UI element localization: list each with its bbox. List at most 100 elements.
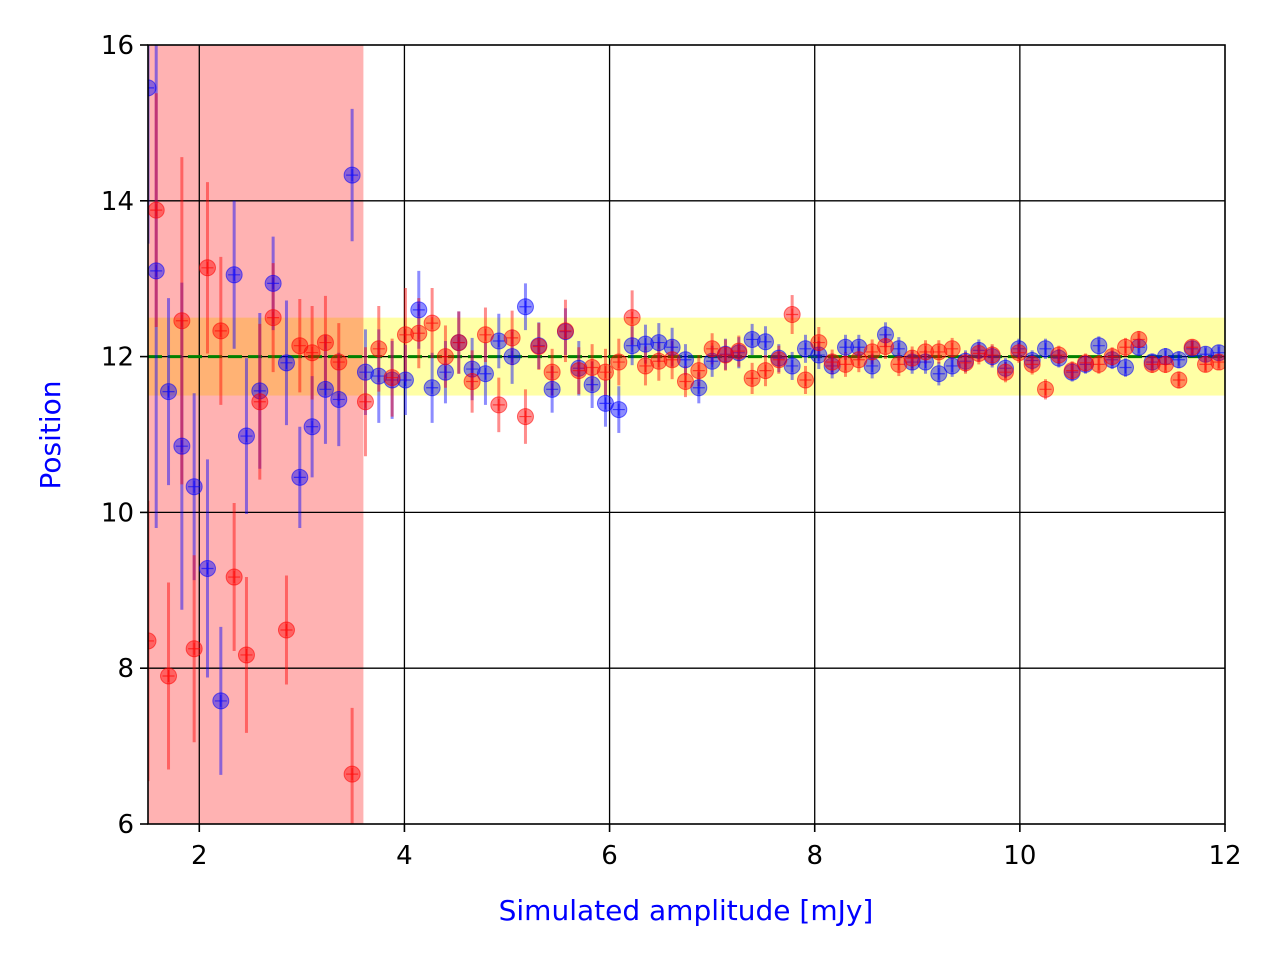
point-cross-red-24 [452,336,465,349]
point-cross-blue-38 [639,338,652,351]
point-cross-blue-14 [319,383,332,396]
point-cross-red-18 [372,342,385,355]
point-cross-red-38 [639,359,652,372]
y-tick-label-12: 12 [101,343,134,373]
point-cross-blue-4 [188,480,201,493]
point-cross-blue-16 [346,169,359,182]
point-cross-red-11 [280,624,293,637]
point-cross-red-30 [532,340,545,353]
y-tick-label-10: 10 [101,498,134,528]
point-cross-red-59 [919,345,932,358]
point-cross-red-27 [492,398,505,411]
point-cross-red-12 [293,339,306,352]
point-cross-red-76 [1146,358,1159,371]
point-cross-red-67 [1026,358,1039,371]
point-cross-blue-15 [332,393,345,406]
point-cross-red-53 [839,358,852,371]
point-cross-red-36 [612,356,625,369]
point-cross-red-6 [214,324,227,337]
point-cross-red-25 [466,375,479,388]
point-cross-red-79 [1186,341,1199,354]
point-cross-red-15 [332,356,345,369]
point-cross-red-62 [959,356,972,369]
point-cross-blue-11 [280,356,293,369]
point-cross-blue-61 [946,359,959,372]
point-cross-blue-47 [759,335,772,348]
point-cross-blue-17 [359,366,372,379]
point-cross-red-77 [1159,358,1172,371]
point-cross-blue-21 [412,303,425,316]
point-cross-red-32 [559,324,572,337]
point-cross-blue-18 [372,370,385,383]
point-cross-blue-10 [267,277,280,290]
point-cross-red-10 [267,311,280,324]
point-cross-blue-80 [1199,348,1212,361]
x-tick-label-10: 10 [1003,841,1036,871]
point-cross-red-69 [1052,349,1065,362]
point-cross-red-72 [1092,358,1105,371]
point-cross-red-73 [1106,350,1119,363]
point-cross-red-1 [150,204,163,217]
y-axis-label: Position [34,380,67,489]
point-cross-red-70 [1066,364,1079,377]
point-cross-red-16 [346,768,359,781]
point-cross-blue-39 [652,336,665,349]
point-cross-red-47 [759,364,772,377]
point-cross-red-14 [319,336,332,349]
x-tick-label-8: 8 [806,841,823,871]
y-axis-ticks: 6 8 10 12 14 16 [101,31,148,840]
point-cross-red-58 [906,352,919,365]
point-cross-red-4 [188,642,201,655]
point-cross-blue-35 [599,397,612,410]
point-cross-red-29 [519,410,532,423]
point-cross-red-49 [786,308,799,321]
point-cross-red-26 [479,328,492,341]
point-cross-red-66 [1012,346,1025,359]
point-cross-red-55 [866,345,879,358]
point-cross-red-13 [306,346,319,359]
point-cross-red-33 [572,364,585,377]
x-tick-label-2: 2 [191,841,208,871]
grid-lines [148,45,1225,824]
point-cross-blue-36 [612,403,625,416]
point-cross-blue-5 [201,562,214,575]
point-cross-red-2 [162,669,175,682]
point-cross-blue-28 [506,350,519,363]
point-cross-red-54 [852,353,865,366]
band-x-1 [148,45,364,824]
point-cross-blue-26 [479,367,492,380]
point-cross-red-20 [399,328,412,341]
point-cross-red-75 [1132,333,1145,346]
x-axis-label: Simulated amplitude [mJy] [499,894,874,927]
point-cross-red-51 [812,336,825,349]
point-cross-blue-55 [866,359,879,372]
point-cross-red-37 [626,311,639,324]
point-cross-red-57 [892,358,905,371]
point-cross-red-48 [772,353,785,366]
point-cross-red-43 [706,342,719,355]
point-cross-blue-2 [162,385,175,398]
point-cross-blue-1 [150,264,163,277]
point-cross-blue-34 [586,378,599,391]
point-cross-red-80 [1199,358,1212,371]
point-cross-blue-68 [1039,342,1052,355]
point-cross-red-0 [148,634,154,647]
x-axis-ticks: 2 4 6 8 10 12 [191,824,1242,871]
point-cross-red-3 [175,314,188,327]
point-cross-red-23 [439,350,452,363]
point-cross-blue-6 [214,694,227,707]
point-cross-blue-9 [253,384,266,397]
point-cross-blue-27 [492,335,505,348]
point-cross-blue-20 [399,373,412,386]
point-cross-red-7 [228,571,241,584]
point-cross-red-56 [879,340,892,353]
plot-frame [147,44,1226,825]
point-cross-red-39 [652,355,665,368]
point-cross-red-81 [1212,356,1225,369]
point-cross-red-60 [932,345,945,358]
point-cross-blue-53 [839,341,852,354]
point-cross-red-44 [719,349,732,362]
point-cross-red-50 [799,373,812,386]
point-cross-red-68 [1039,383,1052,396]
